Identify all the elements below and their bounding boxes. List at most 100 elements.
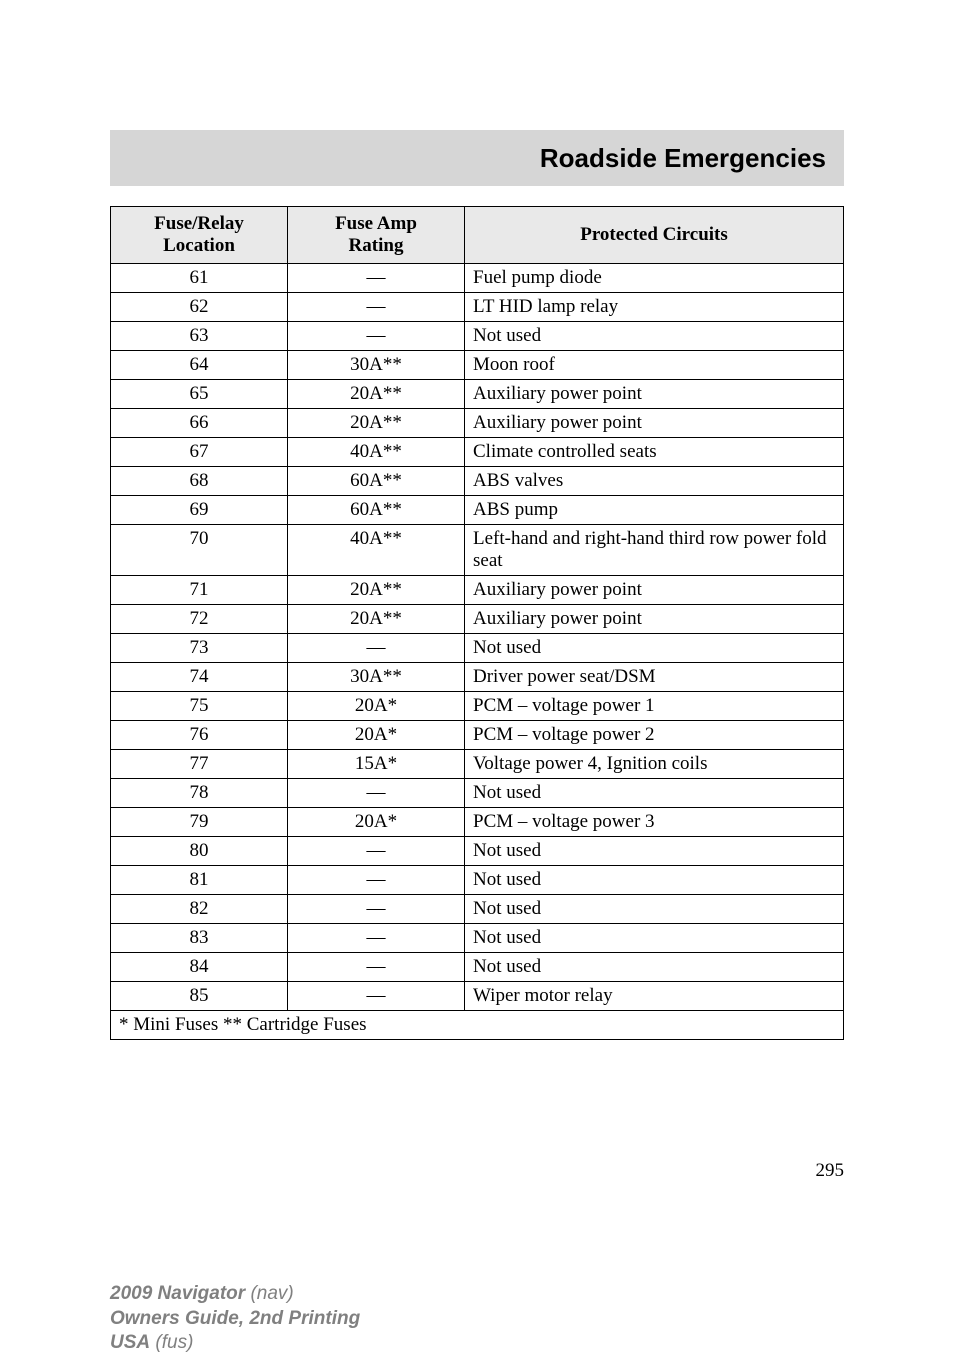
cell-location: 77 — [111, 750, 288, 779]
footer-line-2: Owners Guide, 2nd Printing — [110, 1307, 844, 1332]
cell-circuit: Fuel pump diode — [465, 264, 844, 293]
cell-circuit: Not used — [465, 895, 844, 924]
cell-location: 80 — [111, 837, 288, 866]
table-row: 84—Not used — [111, 953, 844, 982]
footer-model-code: (nav) — [245, 1283, 294, 1304]
cell-location: 74 — [111, 663, 288, 692]
table-row: 78—Not used — [111, 779, 844, 808]
cell-location: 78 — [111, 779, 288, 808]
cell-amp: 30A** — [288, 351, 465, 380]
cell-circuit: PCM – voltage power 1 — [465, 692, 844, 721]
table-row: 61—Fuel pump diode — [111, 264, 844, 293]
section-header-bar: Roadside Emergencies — [110, 130, 844, 186]
page-number: 295 — [110, 1160, 844, 1182]
cell-circuit: Not used — [465, 953, 844, 982]
cell-circuit: Not used — [465, 924, 844, 953]
table-row: 7715A*Voltage power 4, Ignition coils — [111, 750, 844, 779]
cell-circuit: Climate controlled seats — [465, 438, 844, 467]
cell-location: 75 — [111, 692, 288, 721]
table-footnote-row: * Mini Fuses ** Cartridge Fuses — [111, 1011, 844, 1040]
cell-location: 71 — [111, 576, 288, 605]
col-header-amp: Fuse Amp Rating — [288, 207, 465, 264]
col-header-amp-line1: Fuse Amp — [335, 213, 417, 234]
cell-amp: — — [288, 779, 465, 808]
table-row: 6860A**ABS valves — [111, 467, 844, 496]
cell-circuit: Left-hand and right-hand third row power… — [465, 525, 844, 576]
col-header-location-line1: Fuse/Relay — [154, 213, 244, 234]
cell-circuit: Not used — [465, 634, 844, 663]
cell-circuit: ABS pump — [465, 496, 844, 525]
cell-location: 68 — [111, 467, 288, 496]
table-row: 6960A**ABS pump — [111, 496, 844, 525]
cell-amp: — — [288, 953, 465, 982]
cell-circuit: ABS valves — [465, 467, 844, 496]
table-row: 83—Not used — [111, 924, 844, 953]
table-row: 85—Wiper motor relay — [111, 982, 844, 1011]
table-footnote: * Mini Fuses ** Cartridge Fuses — [111, 1011, 844, 1040]
table-row: 7040A**Left-hand and right-hand third ro… — [111, 525, 844, 576]
cell-amp: — — [288, 866, 465, 895]
cell-amp: — — [288, 634, 465, 663]
table-row: 7430A**Driver power seat/DSM — [111, 663, 844, 692]
footer-region-code: (fus) — [150, 1332, 193, 1353]
cell-amp: — — [288, 982, 465, 1011]
table-row: 7520A*PCM – voltage power 1 — [111, 692, 844, 721]
table-row: 6740A**Climate controlled seats — [111, 438, 844, 467]
cell-location: 84 — [111, 953, 288, 982]
footer-model: 2009 Navigator — [110, 1283, 245, 1304]
footer-region: USA — [110, 1332, 150, 1353]
cell-location: 61 — [111, 264, 288, 293]
table-row: 63—Not used — [111, 322, 844, 351]
cell-location: 64 — [111, 351, 288, 380]
table-row: 80—Not used — [111, 837, 844, 866]
cell-location: 67 — [111, 438, 288, 467]
cell-amp: — — [288, 293, 465, 322]
cell-amp: 20A* — [288, 808, 465, 837]
col-header-location-line2: Location — [163, 235, 235, 256]
cell-amp: 40A** — [288, 438, 465, 467]
col-header-location: Fuse/Relay Location — [111, 207, 288, 264]
cell-amp: 40A** — [288, 525, 465, 576]
cell-amp: 20A* — [288, 721, 465, 750]
cell-location: 66 — [111, 409, 288, 438]
cell-amp: — — [288, 837, 465, 866]
cell-location: 81 — [111, 866, 288, 895]
cell-circuit: Wiper motor relay — [465, 982, 844, 1011]
cell-circuit: Not used — [465, 779, 844, 808]
table-row: 6620A**Auxiliary power point — [111, 409, 844, 438]
cell-circuit: LT HID lamp relay — [465, 293, 844, 322]
cell-location: 73 — [111, 634, 288, 663]
cell-location: 62 — [111, 293, 288, 322]
cell-location: 83 — [111, 924, 288, 953]
table-row: 6520A**Auxiliary power point — [111, 380, 844, 409]
cell-amp: 20A** — [288, 576, 465, 605]
cell-location: 72 — [111, 605, 288, 634]
cell-amp: 20A** — [288, 605, 465, 634]
cell-circuit: PCM – voltage power 2 — [465, 721, 844, 750]
cell-amp: 60A** — [288, 467, 465, 496]
cell-location: 65 — [111, 380, 288, 409]
table-row: 6430A**Moon roof — [111, 351, 844, 380]
cell-amp: 20A** — [288, 380, 465, 409]
document-footer: 2009 Navigator (nav) Owners Guide, 2nd P… — [110, 1282, 844, 1356]
cell-location: 76 — [111, 721, 288, 750]
cell-location: 79 — [111, 808, 288, 837]
col-header-circuits-text: Protected Circuits — [580, 224, 728, 245]
cell-circuit: Voltage power 4, Ignition coils — [465, 750, 844, 779]
cell-circuit: Not used — [465, 837, 844, 866]
cell-location: 70 — [111, 525, 288, 576]
fuse-table: Fuse/Relay Location Fuse Amp Rating Prot… — [110, 206, 844, 1040]
cell-location: 82 — [111, 895, 288, 924]
cell-circuit: Auxiliary power point — [465, 605, 844, 634]
cell-circuit: Not used — [465, 866, 844, 895]
cell-amp: 60A** — [288, 496, 465, 525]
table-row: 81—Not used — [111, 866, 844, 895]
table-row: 82—Not used — [111, 895, 844, 924]
cell-circuit: Moon roof — [465, 351, 844, 380]
col-header-circuits: Protected Circuits — [465, 207, 844, 264]
table-row: 73—Not used — [111, 634, 844, 663]
cell-amp: — — [288, 924, 465, 953]
footer-line-3: USA (fus) — [110, 1331, 844, 1356]
cell-amp: 30A** — [288, 663, 465, 692]
cell-circuit: Not used — [465, 322, 844, 351]
